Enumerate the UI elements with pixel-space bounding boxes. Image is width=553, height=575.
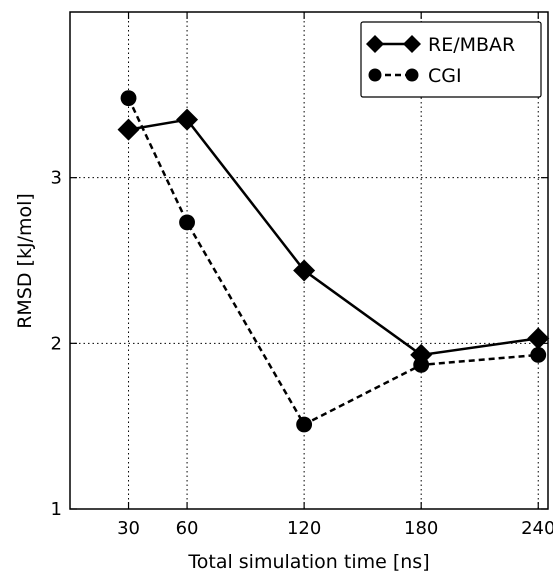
data-point-cgi [296, 416, 313, 433]
y-tick-label: 1 [51, 499, 62, 520]
data-point-cgi [120, 90, 137, 107]
legend: RE/MBAR CGI [360, 21, 542, 98]
data-point-re-mbar [176, 108, 199, 131]
x-tick-label: 30 [117, 518, 140, 539]
x-tick-label: 180 [404, 518, 438, 539]
data-point-re-mbar [293, 259, 316, 282]
x-tick-label: 60 [176, 518, 199, 539]
plot-frame [69, 11, 549, 510]
legend-marker-re-mbar [403, 35, 421, 53]
x-axis-label: Total simulation time [ns] [187, 551, 429, 573]
x-tick-label: 120 [287, 518, 321, 539]
legend-marker-re-mbar [366, 35, 384, 53]
data-point-re-mbar [117, 118, 140, 141]
data-point-cgi [413, 356, 430, 373]
legend-marker-cgi [368, 68, 382, 82]
y-axis-label: RMSD [kJ/mol] [14, 193, 36, 329]
legend-box [360, 21, 542, 98]
data-point-cgi [530, 347, 547, 363]
x-tick-label: 240 [521, 518, 553, 539]
legend-label-cgi: CGI [428, 65, 462, 87]
y-tick-label: 2 [51, 333, 62, 354]
series-layer [117, 90, 550, 433]
legend-label-re-mbar: RE/MBAR [428, 34, 515, 56]
axis-ticks: 30 60 120 180 240 1 2 3 [51, 12, 553, 539]
legend-marker-cgi [405, 68, 419, 82]
data-point-cgi [179, 214, 195, 231]
y-tick-label: 3 [51, 168, 62, 189]
